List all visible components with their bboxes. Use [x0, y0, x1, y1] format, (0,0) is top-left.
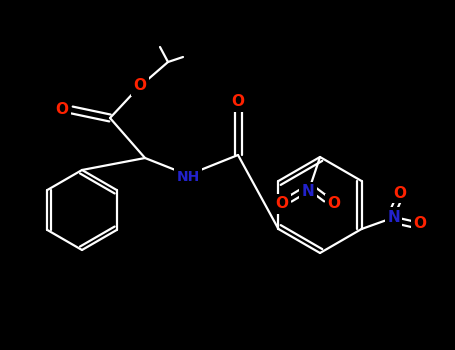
- Text: O: O: [328, 196, 340, 211]
- Text: NH: NH: [177, 170, 200, 184]
- Text: O: O: [393, 186, 406, 201]
- Text: O: O: [413, 217, 426, 231]
- Text: O: O: [232, 94, 244, 110]
- Text: O: O: [56, 103, 69, 118]
- Text: O: O: [275, 196, 288, 211]
- Text: N: N: [302, 184, 314, 200]
- Text: O: O: [133, 78, 147, 93]
- Text: N: N: [387, 210, 400, 224]
